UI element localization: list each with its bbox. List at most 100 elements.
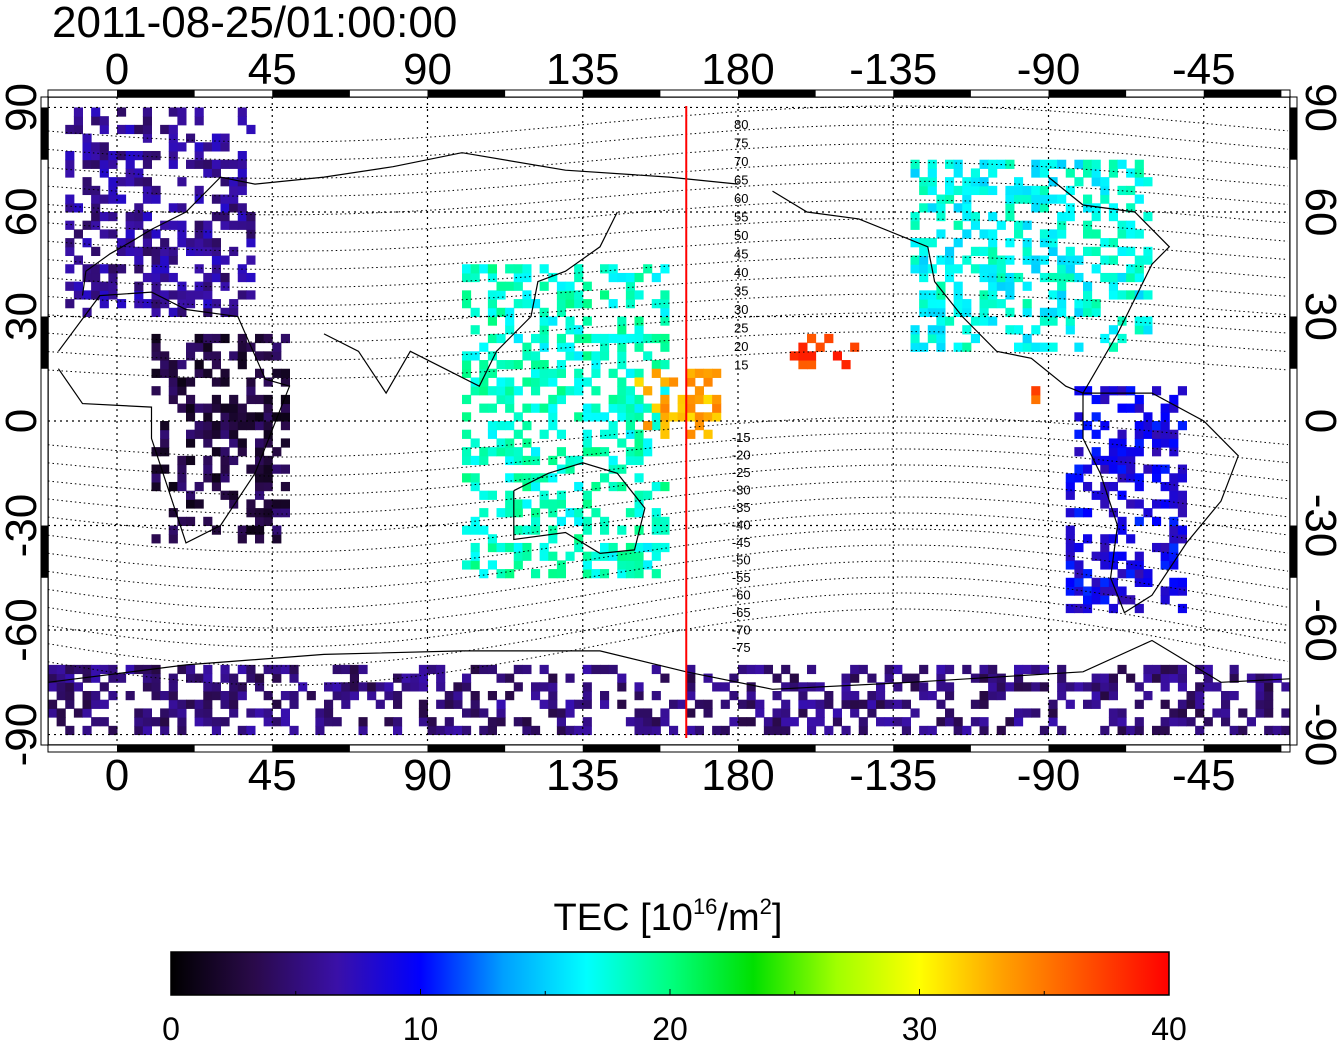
coastline-3 [513,462,646,555]
colorbar-tick-label: 0 [162,1011,180,1042]
lat-tick-right: 60 [1296,187,1340,236]
lon-tick-bottom: 135 [546,751,619,800]
lon-tick-bottom: -90 [1017,751,1081,800]
lon-tick-top: 135 [546,45,619,94]
tec-region-5 [789,333,860,370]
mag-lat-label-south: -60 [732,588,751,603]
mag-contour-north [47,199,1289,234]
mag-contour-south [47,512,1289,572]
coastline-5 [1082,392,1239,614]
tec-region-3 [910,159,1153,352]
mag-lat-label-north: 65 [734,173,748,188]
tec-region-1 [151,333,290,544]
mag-lat-label-south: -40 [732,518,751,533]
tec-region-7 [634,368,722,439]
mag-contour-south [47,480,1289,534]
mag-lat-label-south: -55 [732,570,751,585]
lon-tick-top: 90 [403,45,452,94]
mag-lat-label-north: 55 [734,210,748,225]
mag-contour-south [47,432,1289,477]
lat-tick-left: 60 [0,187,46,236]
mag-lat-label-south: -75 [732,640,751,655]
mag-lat-label-south: -35 [732,500,751,515]
mag-lat-label-south: -65 [732,605,751,620]
coastlines [47,152,1291,690]
mag-lat-label-north: 35 [734,284,748,299]
mag-lat-label-south: -50 [732,553,751,568]
mag-lat-label-north: 40 [734,265,748,280]
mag-lat-label-north: 75 [734,136,748,151]
mag-lat-label-south: -70 [732,623,751,638]
coastline-1 [57,291,291,544]
lat-tick-left: -90 [0,703,46,767]
magnetic-latitude-contours: 80 75 70 65 60 55 50 45 40 35 30 25 20 15 -15 -20 -25 -30… [47,105,1289,686]
mag-lat-label-south: -15 [732,430,751,445]
coastline-4 [772,176,1171,394]
mag-contour-south [47,592,1289,667]
lat-tick-left: -60 [0,598,46,662]
mag-lat-label-north: 60 [734,191,748,206]
tec-region-8 [48,664,1291,736]
lon-tick-bottom: -135 [849,751,937,800]
mag-contour-south [47,528,1289,591]
mag-lat-label-south: -45 [732,535,751,550]
mag-lat-label-north: 20 [734,339,748,354]
map-frame [40,89,1298,753]
mag-lat-label-north: 30 [734,302,748,317]
lon-tick-top: 0 [105,45,129,94]
axis-tick-labels: 0 0 45 45 90 90 135 135 180 180 -135 -135 -90 -90 -45 -… [0,45,1340,800]
lon-tick-bottom: 90 [403,751,452,800]
lon-tick-top: -90 [1017,45,1081,94]
mag-lat-label-south: -30 [732,483,751,498]
mag-lat-label-north: 50 [734,228,748,243]
tec-region-4 [1065,386,1187,614]
lat-tick-right: -90 [1296,703,1340,767]
tec-region-0 [65,107,256,317]
lon-tick-top: 180 [701,45,774,94]
lat-tick-right: 30 [1296,292,1340,341]
lat-tick-right: 90 [1296,83,1340,132]
mag-contour-south [47,416,1289,458]
tec-region-2 [462,264,670,579]
mag-contour-south [47,448,1289,496]
mag-lat-label-north: 80 [734,117,748,132]
lon-tick-bottom: 180 [701,751,774,800]
mag-lat-label-north: 45 [734,247,748,262]
mag-contour-south [47,496,1289,553]
timestamp-title: 2011-08-25/01:00:00 [52,0,458,47]
colorbar-tick-label: 30 [902,1011,938,1042]
colorbar-gradient [170,951,1170,996]
colorbar-tick-label: 20 [652,1011,688,1042]
mag-contour-south [47,576,1289,648]
tec-data-layer [48,107,1291,736]
lat-tick-right: -60 [1296,598,1340,662]
map-grid [48,97,1290,745]
lon-tick-bottom: 45 [248,751,297,800]
lon-tick-bottom: 0 [105,751,129,800]
lon-tick-top: -135 [849,45,937,94]
mag-contour-north [47,161,1289,198]
mag-contour-north [47,143,1289,179]
mag-contour-south [47,544,1289,610]
colorbar: 0 10 20 30 40 TEC [1016/m2] [162,894,1187,1042]
lat-tick-left: 30 [0,292,46,341]
colorbar-tick-label: 40 [1151,1011,1187,1042]
lon-tick-top: -45 [1172,45,1236,94]
mag-contour-south [47,560,1289,629]
colorbar-tick-label: 10 [403,1011,439,1042]
lat-tick-right: 0 [1296,409,1340,433]
mag-contour-north [47,124,1289,161]
mag-contour-south [47,608,1289,686]
coastline-0 [81,152,739,296]
tec-region-6 [1031,386,1041,405]
mag-lat-label-north: 25 [734,321,748,336]
lat-tick-right: -30 [1296,494,1340,558]
mag-contour-north [47,105,1289,143]
lat-tick-left: 0 [0,409,46,433]
mag-contour-north [47,237,1289,270]
mag-contour-north [47,180,1289,216]
mag-lat-label-south: -25 [732,465,751,480]
mag-contour-north [47,218,1289,252]
lon-tick-bottom: -45 [1172,751,1236,800]
